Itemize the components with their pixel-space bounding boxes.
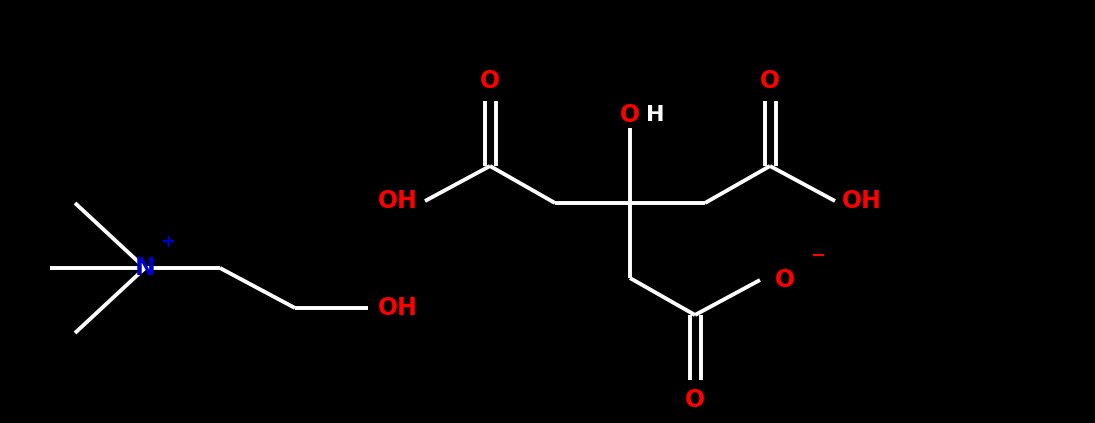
Text: N: N — [135, 256, 155, 280]
Text: H: H — [646, 105, 665, 125]
Text: O: O — [775, 268, 795, 292]
Text: OH: OH — [378, 189, 418, 213]
Text: O: O — [480, 69, 500, 93]
Text: O: O — [620, 103, 641, 127]
Text: OH: OH — [842, 189, 881, 213]
Text: OH: OH — [378, 296, 418, 320]
Text: +: + — [160, 233, 175, 251]
Text: −: − — [810, 247, 826, 265]
Text: O: O — [760, 69, 780, 93]
Text: O: O — [685, 388, 705, 412]
